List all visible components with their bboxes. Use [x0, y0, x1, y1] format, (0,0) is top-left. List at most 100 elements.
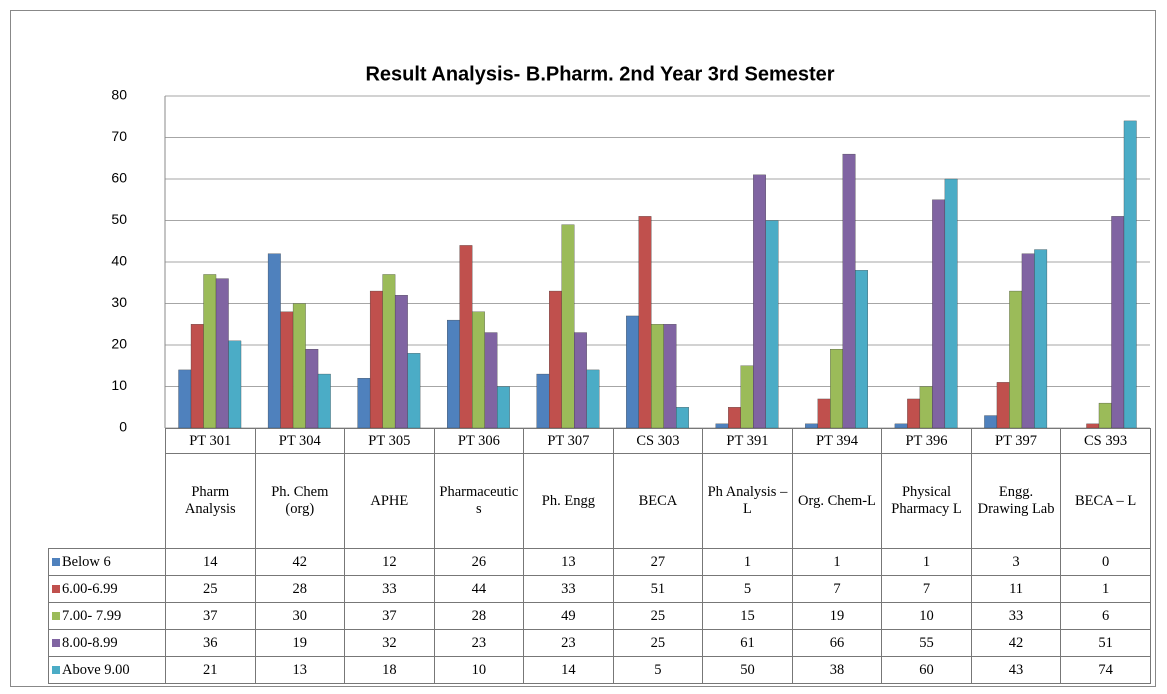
value-cell: 38: [791, 656, 883, 684]
bar: [292, 303, 306, 429]
bar: [996, 382, 1010, 429]
legend-swatch: [52, 584, 60, 593]
bar: [407, 353, 421, 429]
legend-cell: Above 9.00: [48, 656, 166, 684]
bar: [484, 332, 498, 429]
data-table: PT 301 PT 304 PT 305 PT 306 PT 307 CS 303 PT 3…: [48, 428, 1151, 684]
bar: [944, 178, 958, 429]
subcategory-label: Org. Chem-L: [791, 453, 883, 549]
value-cell: 74: [1060, 656, 1151, 684]
bar: [357, 378, 371, 429]
subcategory-label: BECA: [612, 453, 704, 549]
legend-cell: 8.00-8.99: [48, 629, 166, 657]
subcategory-row: Pharm Analysis Ph. Chem (org) APHE Pharmace…: [49, 453, 1151, 549]
bar: [817, 398, 831, 429]
bar: [1123, 120, 1137, 429]
subcategory-label: Physical Pharmacy L: [881, 453, 972, 549]
bar: [497, 386, 510, 429]
value-cell: 23: [433, 629, 525, 657]
bar: [574, 332, 587, 429]
y-tick-label: 10: [111, 377, 127, 393]
value-cell: 15: [702, 602, 793, 630]
bar: [280, 311, 294, 429]
value-cell: 11: [970, 575, 1062, 603]
bar: [765, 220, 779, 429]
legend-swatch: [52, 638, 60, 647]
legend-label: 6.00-6.99: [62, 580, 118, 597]
value-cell: 33: [970, 602, 1062, 630]
value-cell: 66: [791, 629, 883, 657]
category-label: PT 394: [791, 428, 883, 454]
value-cell: 14: [523, 656, 614, 684]
value-cell: 10: [433, 656, 525, 684]
bar: [676, 407, 689, 429]
series-row: Below 6 14 42 12 26 13 27 1 1 1 3 0: [48, 548, 1151, 576]
value-cell: 21: [165, 656, 256, 684]
value-cell: 7: [791, 575, 883, 603]
value-cell: 19: [791, 602, 883, 630]
value-cell: 33: [344, 575, 435, 603]
y-tick-label: 80: [111, 87, 127, 103]
y-tick-label: 50: [111, 211, 127, 227]
chart-frame: [10, 10, 1156, 687]
value-cell: 10: [881, 602, 972, 630]
bar: [842, 153, 856, 429]
bar: [228, 340, 242, 429]
value-cell: 36: [165, 629, 256, 657]
subcategory-label: Pharm Analysis: [165, 453, 256, 549]
value-cell: 7: [881, 575, 972, 603]
value-cell: 51: [1060, 629, 1151, 657]
value-cell: 44: [433, 575, 525, 603]
legend-label: Above 9.00: [62, 661, 130, 678]
y-tick-label: 40: [111, 253, 127, 269]
bar: [932, 199, 946, 429]
value-cell: 13: [254, 656, 346, 684]
value-cell: 26: [433, 548, 525, 576]
bar: [663, 324, 677, 429]
bar: [394, 295, 408, 429]
category-label: PT 307: [523, 428, 614, 454]
value-cell: 25: [612, 629, 704, 657]
subcategory-label: Pharmaceutics: [433, 453, 525, 549]
value-cell: 18: [344, 656, 435, 684]
value-cell: 27: [612, 548, 704, 576]
value-cell: 37: [344, 602, 435, 630]
category-row: PT 301 PT 304 PT 305 PT 306 PT 307 CS 303 PT 3…: [48, 428, 1151, 549]
series-row: 8.00-8.99 36 19 32 23 23 25 61 66 55 42 51: [48, 629, 1151, 657]
value-cell: 5: [612, 656, 704, 684]
category-label: PT 305: [344, 428, 435, 454]
value-cell: 43: [970, 656, 1062, 684]
legend-swatch: [52, 665, 60, 674]
bar: [536, 373, 550, 429]
blank-cell: [48, 428, 166, 549]
subcategory-label: Engg. Drawing Lab: [970, 453, 1062, 549]
bar: [855, 270, 868, 429]
value-cell: 0: [1060, 548, 1151, 576]
category-label: PT 301: [165, 428, 256, 454]
series-row: 7.00- 7.99 37 30 37 28 49 25 15 19 10 33 6: [48, 602, 1151, 630]
y-tick-label: 20: [111, 336, 127, 352]
bar: [317, 373, 331, 429]
value-cell: 6: [1060, 602, 1151, 630]
bar: [1098, 402, 1112, 429]
value-cell: 14: [165, 548, 256, 576]
legend-label: Below 6: [62, 553, 111, 570]
category-label: PT 391: [702, 428, 793, 454]
bar: [740, 365, 754, 429]
value-cell: 61: [702, 629, 793, 657]
subcategory-label: BECA – L: [1060, 453, 1151, 549]
legend-label: 8.00-8.99: [62, 634, 118, 651]
legend-cell: 7.00- 7.99: [48, 602, 166, 630]
bar: [203, 274, 217, 429]
value-cell: 25: [612, 602, 704, 630]
bar: [984, 415, 998, 429]
y-tick-label: 70: [111, 128, 127, 144]
category-label: PT 397: [970, 428, 1062, 454]
y-tick-label: 60: [111, 170, 127, 186]
bar: [472, 311, 485, 429]
category-label: PT 306: [433, 428, 525, 454]
bar: [753, 174, 766, 429]
value-cell: 12: [344, 548, 435, 576]
bar: [382, 274, 396, 429]
value-cell: 5: [702, 575, 793, 603]
